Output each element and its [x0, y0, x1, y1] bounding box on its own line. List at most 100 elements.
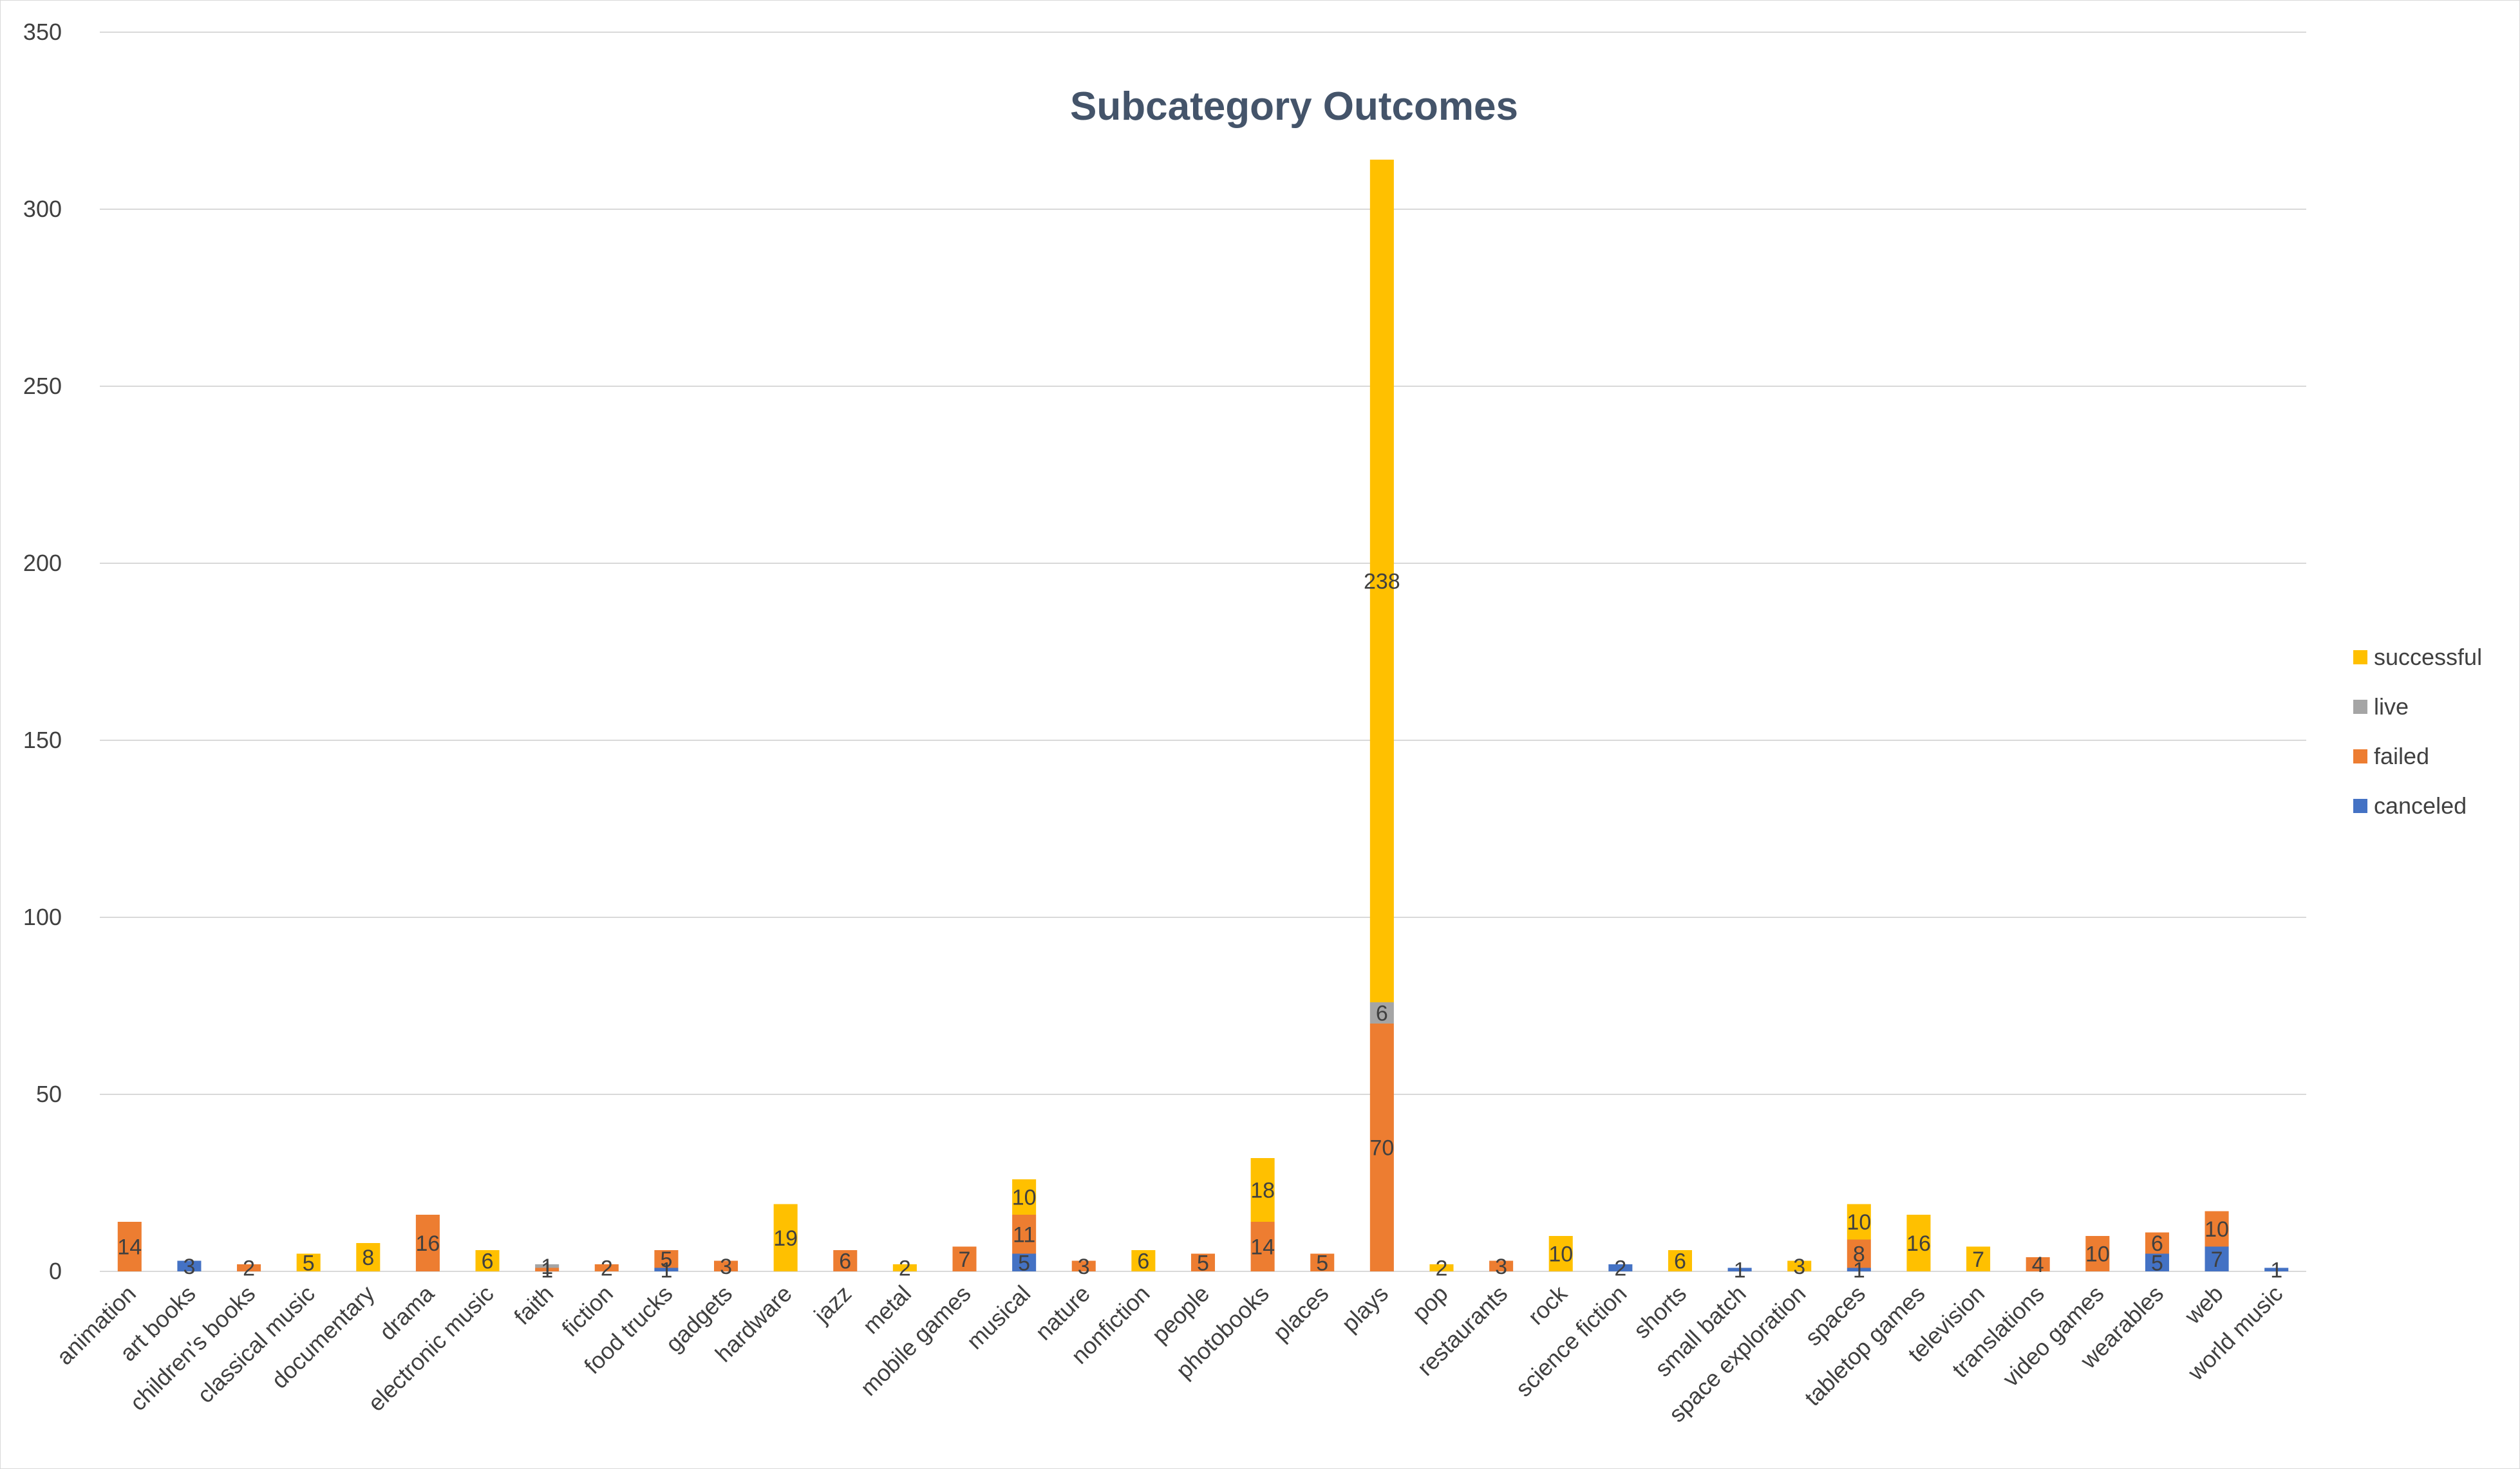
bar-segment-failed: [594, 1264, 619, 1271]
bar-segment-canceled: [1012, 1253, 1037, 1271]
bar-segment-successful: [773, 1204, 798, 1271]
data-label: 3: [1495, 1255, 1507, 1279]
data-label: 238: [1364, 570, 1400, 594]
legend-label: canceled: [2374, 792, 2467, 819]
data-label: 1: [660, 1258, 672, 1282]
data-label: 2: [601, 1257, 613, 1281]
bar-segment-live: [1369, 1002, 1394, 1024]
bar-segment-successful: [1847, 1204, 1871, 1240]
bar-segment-failed: [1071, 1260, 1096, 1271]
bar-segment-failed: [2085, 1236, 2110, 1271]
gridlines: [100, 32, 2306, 1272]
bar-segment-failed: [2205, 1211, 2229, 1247]
bar-segment-successful: [475, 1250, 500, 1271]
bar-segment-failed: [237, 1264, 261, 1271]
data-label: 14: [1250, 1235, 1275, 1260]
bar-segment-canceled: [654, 1268, 679, 1271]
bar-segment-successful: [1429, 1264, 1454, 1271]
x-tick-label: jazz: [808, 1280, 856, 1329]
data-label: 6: [1674, 1249, 1686, 1274]
bar-segment-successful: [356, 1243, 381, 1271]
y-axis-ticks: 0 50 100 150 200 250 300 350: [23, 19, 62, 1284]
data-label: 16: [1906, 1231, 1931, 1256]
legend: successful live failed canceled: [2353, 644, 2482, 819]
y-tick-label: 200: [23, 550, 62, 576]
data-label: 6: [1137, 1249, 1149, 1274]
data-label: 3: [1793, 1255, 1805, 1279]
data-label: 2: [1614, 1257, 1626, 1281]
data-label: 4: [2032, 1253, 2044, 1277]
bar-segment-failed: [952, 1246, 977, 1271]
y-tick-label: 0: [49, 1258, 62, 1284]
legend-swatch-successful: [2353, 650, 2367, 664]
data-label: 10: [1548, 1242, 1573, 1267]
bar-segment-successful: [1369, 160, 1394, 1002]
y-tick-label: 100: [23, 904, 62, 930]
data-label: 6: [2151, 1231, 2163, 1256]
bar-segment-failed: [415, 1215, 440, 1271]
data-label: 3: [183, 1255, 195, 1279]
x-tick-label: musical: [961, 1280, 1035, 1354]
bar-segment-failed: [1250, 1222, 1275, 1271]
bar-segment-canceled: [2264, 1268, 2289, 1271]
data-label: 7: [1972, 1248, 1984, 1272]
data-label: 6: [839, 1249, 851, 1274]
bar-segment-successful: [1787, 1260, 1812, 1271]
data-label: 14: [117, 1235, 142, 1260]
y-tick-label: 300: [23, 196, 62, 222]
legend-swatch-live: [2353, 700, 2367, 714]
data-label: 1: [2270, 1258, 2282, 1282]
bar-segment-failed: [714, 1260, 738, 1271]
y-tick-label: 150: [23, 727, 62, 753]
data-label: 6: [1376, 1002, 1388, 1026]
bar-segment-failed: [1489, 1260, 1514, 1271]
bar-segment-canceled: [1847, 1268, 1871, 1271]
bar-segment-failed: [1310, 1253, 1335, 1271]
data-label: 8: [362, 1246, 374, 1270]
bar-segment-failed: [2026, 1257, 2050, 1271]
data-label: 10: [2085, 1242, 2110, 1267]
bar-segment-failed: [1190, 1253, 1216, 1271]
bar-segment-failed: [1847, 1239, 1871, 1268]
data-label: 3: [720, 1255, 732, 1279]
data-label: 8: [1853, 1242, 1865, 1267]
y-tick-label: 50: [36, 1081, 62, 1107]
x-tick-label: plays: [1337, 1280, 1393, 1337]
legend-swatch-canceled: [2353, 799, 2367, 813]
bar-segment-canceled: [177, 1260, 202, 1271]
data-label: 70: [1369, 1136, 1394, 1161]
legend-label: successful: [2374, 644, 2482, 670]
data-label: 2: [899, 1257, 911, 1281]
data-label: 16: [416, 1231, 440, 1256]
x-tick-label: web: [2179, 1280, 2228, 1329]
bar-segment-failed: [654, 1250, 679, 1268]
data-label: 5: [660, 1248, 672, 1272]
bar-segment-canceled: [2145, 1253, 2169, 1271]
data-label: 2: [243, 1257, 255, 1281]
bar-segment-successful: [1250, 1158, 1275, 1222]
bars: [117, 160, 2289, 1271]
data-label: 10: [2205, 1217, 2229, 1242]
data-label: 5: [1197, 1251, 1209, 1275]
bar-segment-successful: [296, 1253, 321, 1271]
data-label: 10: [1012, 1186, 1037, 1210]
bar-segment-canceled: [1608, 1264, 1633, 1271]
bar-segment-canceled: [1727, 1268, 1752, 1271]
data-label: 7: [959, 1248, 971, 1272]
y-tick-label: 250: [23, 373, 62, 399]
bar-segment-failed: [1012, 1215, 1037, 1254]
bar-segment-successful: [1131, 1250, 1156, 1271]
legend-label: live: [2374, 693, 2409, 720]
legend-swatch-failed: [2353, 749, 2367, 763]
bar-segment-successful: [1906, 1215, 1931, 1271]
bar-segment-failed: [117, 1222, 142, 1271]
data-label: 5: [303, 1251, 315, 1275]
data-label: 19: [773, 1226, 798, 1251]
bar-segment-successful: [1012, 1179, 1037, 1215]
bar-segment-successful: [892, 1264, 917, 1271]
y-tick-label: 350: [23, 19, 62, 45]
data-label: 11: [1013, 1222, 1035, 1247]
data-label: 6: [482, 1249, 494, 1274]
